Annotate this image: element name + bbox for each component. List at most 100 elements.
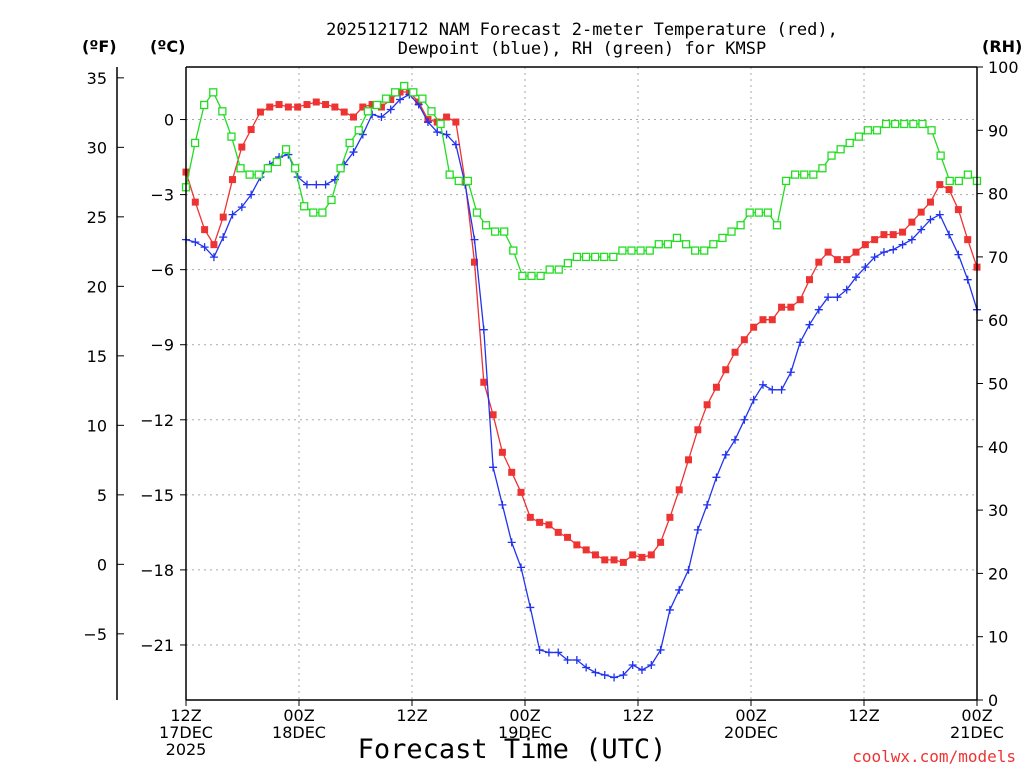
dewpoint-point <box>665 605 674 614</box>
celsius-tick-label: 0 <box>164 111 174 130</box>
temperature-point <box>601 556 609 564</box>
fahrenheit-tick-label: 30 <box>87 138 107 157</box>
temperature-point <box>787 303 795 311</box>
temperature-point <box>582 546 590 554</box>
rh-point <box>336 164 345 173</box>
rh-unit-label: (RH) <box>982 37 1022 56</box>
dewpoint-point <box>451 140 460 149</box>
temperature-point <box>945 186 953 194</box>
dewpoint-point <box>219 233 228 242</box>
dewpoint-point <box>470 235 479 244</box>
rh-point <box>500 227 509 236</box>
rh-point <box>563 259 573 268</box>
dewpoint-point <box>544 648 553 657</box>
rh-point <box>754 208 763 217</box>
rh-point <box>781 176 791 186</box>
temperature-point <box>917 208 925 216</box>
rh-point <box>672 233 682 243</box>
temperature-point <box>908 218 916 226</box>
temperature-point <box>443 113 451 121</box>
fahrenheit-tick-label: 35 <box>87 69 107 88</box>
dewpoint-point <box>200 243 209 252</box>
rh-point <box>954 176 963 186</box>
temperature-point <box>861 241 869 249</box>
temperature-point <box>629 551 637 559</box>
temperature-point <box>889 231 897 239</box>
temperature-point <box>871 236 879 244</box>
dewpoint-point <box>889 245 898 254</box>
rh-point <box>454 176 463 186</box>
dewpoint-point <box>228 210 237 219</box>
temperature-point <box>796 296 804 304</box>
temperature-point <box>740 336 748 344</box>
rh-line <box>185 85 978 277</box>
dewpoint-point <box>917 225 926 234</box>
celsius-tick-label: −3 <box>150 186 174 205</box>
temperature-point <box>778 303 786 311</box>
dewpoint-point <box>386 105 395 114</box>
fahrenheit-tick-label: −5 <box>83 625 107 644</box>
rh-point <box>654 240 663 249</box>
temperature-point <box>229 176 237 184</box>
dewpoint-point <box>693 525 702 534</box>
rh-point <box>845 138 854 148</box>
rh-tick-label: 0 <box>988 691 998 710</box>
temperature-point <box>517 488 525 496</box>
rh-point <box>372 100 382 110</box>
temperature-point <box>554 528 562 536</box>
temperature-point <box>322 101 330 109</box>
dewpoint-point <box>582 663 591 672</box>
rh-point <box>272 157 282 167</box>
dewpoint-point <box>898 240 907 249</box>
dewpoint-point <box>814 305 823 314</box>
rh-tick-label: 90 <box>988 121 1008 140</box>
temperature-point <box>768 316 776 324</box>
rh-point <box>363 107 372 116</box>
temperature-point <box>675 486 683 494</box>
x-tick-label: 00Z <box>283 706 314 725</box>
temperature-point <box>703 401 711 409</box>
dewpoint-point <box>396 95 405 104</box>
series-dewpoint <box>182 90 981 682</box>
temperature-point <box>759 316 767 324</box>
x-tick-label: 12Z <box>622 706 653 725</box>
rh-point <box>763 208 773 217</box>
temperature-point <box>191 198 199 206</box>
rh-point <box>772 221 782 230</box>
temperature-point <box>610 556 618 564</box>
dewpoint-point <box>535 645 544 654</box>
chart-axes: 35302520151050−50−3−6−9−12−15−18−2110090… <box>83 58 1018 759</box>
temperature-point <box>303 101 311 109</box>
temperature-point <box>926 198 934 206</box>
dewpoint-point <box>786 368 795 377</box>
rh-point <box>445 170 454 179</box>
temperature-line <box>185 91 978 564</box>
dewpoint-point <box>945 230 954 239</box>
rh-point <box>263 164 272 173</box>
celsius-tick-label: −21 <box>140 636 174 655</box>
dewpoint-point <box>963 275 972 284</box>
rh-point <box>409 88 418 97</box>
rh-point <box>700 246 709 255</box>
rh-point <box>572 252 582 262</box>
rh-point <box>418 94 427 103</box>
rh-point <box>527 271 536 281</box>
dewpoint-point <box>805 320 814 329</box>
chart-title-line-2: Dewpoint (blue), RH (green) for KMSP <box>398 39 766 59</box>
dewpoint-point <box>610 673 619 682</box>
celsius-unit-label: (ºC) <box>150 37 185 56</box>
rh-point <box>827 151 836 160</box>
rh-point <box>190 138 200 148</box>
temperature-point <box>899 228 907 236</box>
rh-point <box>209 88 218 97</box>
dewpoint-point <box>703 500 712 509</box>
rh-point <box>881 119 891 129</box>
rh-point <box>481 221 491 230</box>
temperature-point <box>368 101 376 109</box>
temperature-point <box>331 103 339 111</box>
rh-point <box>390 88 400 97</box>
temperature-point <box>564 533 572 541</box>
temperature-point <box>350 113 358 121</box>
dewpoint-point <box>600 670 609 679</box>
dewpoint-point <box>656 645 665 654</box>
